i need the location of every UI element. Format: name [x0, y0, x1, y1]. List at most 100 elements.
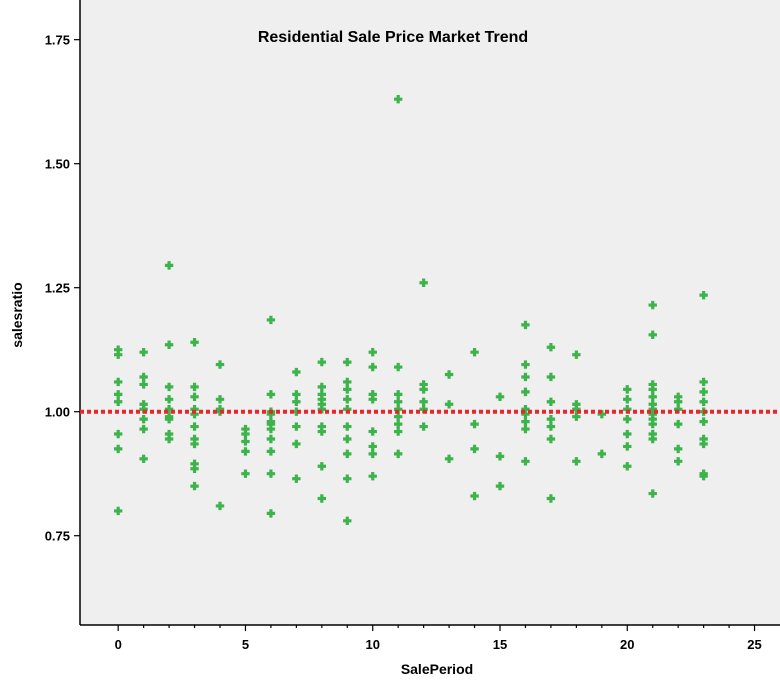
- plot-area: [80, 0, 780, 625]
- data-point: [190, 405, 199, 414]
- data-point: [317, 395, 327, 404]
- data-point: [419, 385, 428, 394]
- data-point: [495, 481, 505, 491]
- data-point: [648, 419, 657, 429]
- data-point: [368, 347, 377, 357]
- x-tick-label: 10: [365, 637, 379, 652]
- data-point: [292, 390, 301, 399]
- data-point: [495, 392, 505, 402]
- data-point: [368, 471, 377, 481]
- data-point: [113, 444, 123, 454]
- data-point: [521, 417, 530, 426]
- data-point: [241, 429, 250, 439]
- data-point: [292, 407, 301, 416]
- data-point: [546, 343, 556, 352]
- data-point: [266, 509, 276, 518]
- data-point: [419, 405, 428, 414]
- data-point: [266, 469, 276, 478]
- data-point: [521, 360, 530, 369]
- data-point: [266, 447, 276, 456]
- data-point: [139, 454, 148, 464]
- x-tick-label: 20: [620, 637, 634, 652]
- data-point: [444, 400, 454, 409]
- data-point: [648, 429, 657, 439]
- data-point: [317, 357, 327, 367]
- data-point: [597, 409, 607, 419]
- data-point: [393, 427, 403, 436]
- data-point: [368, 449, 377, 459]
- data-point: [343, 474, 352, 483]
- data-point: [113, 397, 123, 406]
- data-point: [292, 439, 301, 449]
- data-point: [521, 424, 530, 434]
- y-tick-label: 1.50: [45, 157, 70, 172]
- data-point: [164, 395, 174, 404]
- data-point: [393, 412, 403, 421]
- data-point: [266, 419, 276, 429]
- data-point: [419, 380, 428, 389]
- data-point: [164, 414, 174, 424]
- data-point: [139, 414, 148, 424]
- data-point: [266, 424, 276, 434]
- data-point: [673, 405, 683, 414]
- data-point: [113, 350, 123, 359]
- data-point: [139, 405, 148, 414]
- data-point: [190, 422, 199, 431]
- data-point: [343, 357, 352, 367]
- data-point: [597, 449, 607, 459]
- data-point: [648, 414, 657, 424]
- data-point: [623, 385, 632, 394]
- data-point: [393, 362, 403, 372]
- data-point: [546, 414, 556, 424]
- data-point: [648, 489, 657, 498]
- y-axis-title: salesratio: [9, 282, 25, 347]
- data-point: [546, 397, 556, 406]
- data-point: [393, 95, 403, 104]
- data-point: [368, 362, 377, 372]
- data-point: [699, 471, 708, 481]
- data-point: [623, 429, 632, 439]
- data-point: [419, 397, 428, 406]
- data-point: [190, 409, 199, 419]
- data-point: [572, 405, 581, 414]
- data-point: [343, 377, 352, 387]
- data-point: [495, 452, 505, 461]
- data-point: [139, 400, 148, 409]
- data-point: [470, 419, 479, 429]
- data-point: [699, 290, 708, 300]
- data-point: [648, 405, 657, 414]
- data-point: [572, 400, 581, 409]
- x-tick-label: 0: [115, 637, 122, 652]
- data-point: [215, 395, 225, 404]
- data-point: [266, 434, 276, 444]
- x-tick-label: 15: [493, 637, 507, 652]
- x-axis-title: SalePeriod: [401, 661, 473, 677]
- data-point: [521, 387, 530, 397]
- data-point: [521, 372, 530, 382]
- data-point: [546, 434, 556, 444]
- data-point: [292, 397, 301, 406]
- y-tick-label: 1.00: [45, 405, 70, 420]
- data-point: [113, 345, 123, 354]
- data-point: [317, 494, 327, 503]
- x-axis-ticks: 0 5 10 15 20 25: [115, 625, 762, 652]
- chart-title: Residential Sale Price Market Trend: [258, 29, 528, 46]
- data-point: [215, 501, 225, 511]
- data-point: [546, 372, 556, 382]
- data-point: [444, 370, 454, 379]
- data-point: [190, 338, 199, 347]
- data-point: [266, 390, 276, 399]
- data-point: [419, 278, 428, 287]
- data-point: [368, 442, 377, 451]
- data-point: [317, 427, 327, 436]
- data-point: [241, 437, 250, 446]
- data-point: [521, 320, 530, 330]
- data-point: [266, 315, 276, 325]
- data-point: [343, 385, 352, 394]
- data-point: [139, 372, 148, 382]
- data-point: [368, 395, 377, 404]
- data-point: [673, 397, 683, 406]
- data-point: [190, 439, 199, 449]
- data-point: [470, 444, 479, 454]
